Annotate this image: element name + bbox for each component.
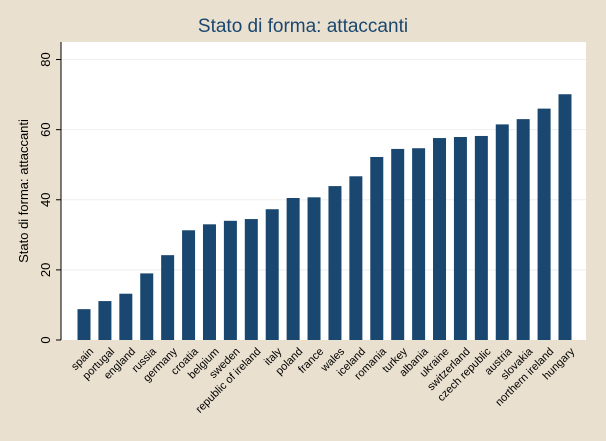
bar-spain <box>77 309 91 340</box>
y-tick-label: 20 <box>38 263 53 277</box>
bar-sweden <box>223 220 237 340</box>
bar-france <box>307 197 321 340</box>
y-tick-label: 0 <box>38 336 53 343</box>
bar-republic-of-ireland <box>244 219 258 340</box>
bar-hungary <box>558 94 572 341</box>
bar-wales <box>328 186 342 340</box>
y-tick-label: 60 <box>38 122 53 136</box>
bar-austria <box>495 124 509 340</box>
chart-title: Stato di forma: attaccanti <box>197 16 409 37</box>
y-tick-label: 40 <box>38 193 53 207</box>
bar-northern-ireland <box>537 108 551 340</box>
bar-slovakia <box>516 119 530 340</box>
bar-albania <box>412 148 426 340</box>
bar-turkey <box>391 148 405 340</box>
bar-iceland <box>349 176 363 340</box>
bar-romania <box>370 156 384 340</box>
bar-italy <box>265 209 279 340</box>
bar-england <box>119 293 133 340</box>
x-axis-labels: spainportugalenglandrussiagermanycroatia… <box>69 345 577 416</box>
bar-switzerland <box>453 137 467 340</box>
bar-belgium <box>202 224 216 340</box>
bar-portugal <box>98 301 112 340</box>
y-tick-label: 80 <box>38 52 53 66</box>
bar-czech-republic <box>474 135 488 340</box>
bar-russia <box>140 273 154 340</box>
bar-poland <box>286 198 300 340</box>
bars <box>77 94 572 341</box>
bar-croatia <box>182 230 196 340</box>
y-axis-ticks: 0 20 40 60 80 <box>38 52 61 344</box>
bar-germany <box>161 255 175 340</box>
bar-ukraine <box>433 138 447 340</box>
y-axis-label: Stato di forma: attaccanti <box>16 119 31 263</box>
